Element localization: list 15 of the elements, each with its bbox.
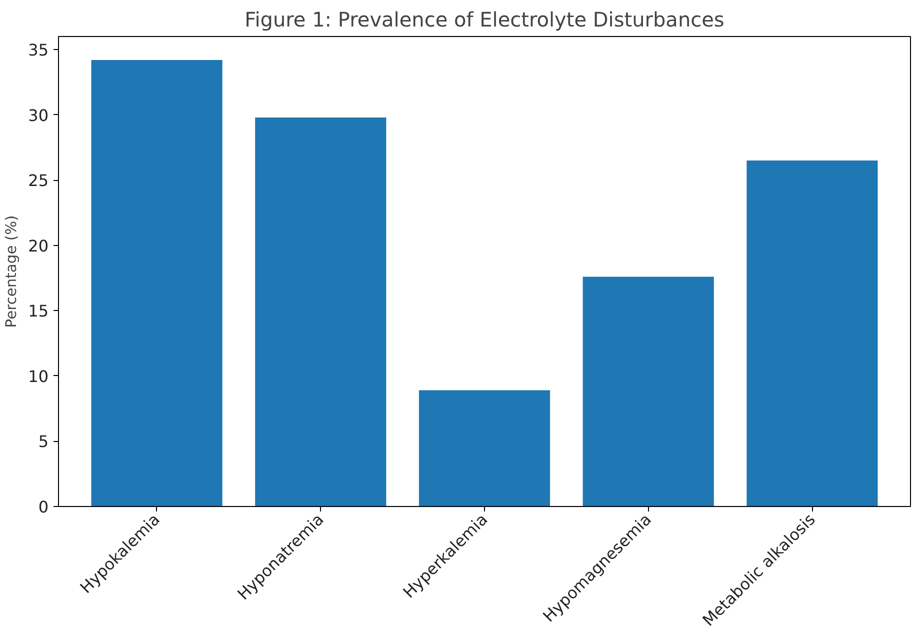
y-tick-label: 15 [28, 302, 48, 321]
bar [418, 390, 550, 506]
y-tick-label: 25 [28, 171, 48, 190]
bar [255, 117, 386, 506]
bar [582, 276, 714, 506]
y-tick-label: 20 [28, 236, 48, 256]
y-tick-label: 35 [28, 40, 48, 60]
bar [746, 160, 878, 506]
y-tick-label: 5 [38, 432, 49, 452]
y-tick-label: 30 [28, 106, 48, 125]
chart-title: Figure 1: Prevalence of Electrolyte Disturbances [244, 8, 724, 32]
y-tick-label: 0 [38, 498, 49, 516]
bar [91, 60, 222, 506]
y-axis-title: Percentage (%) [3, 215, 20, 328]
y-tick-label: 10 [28, 366, 48, 386]
